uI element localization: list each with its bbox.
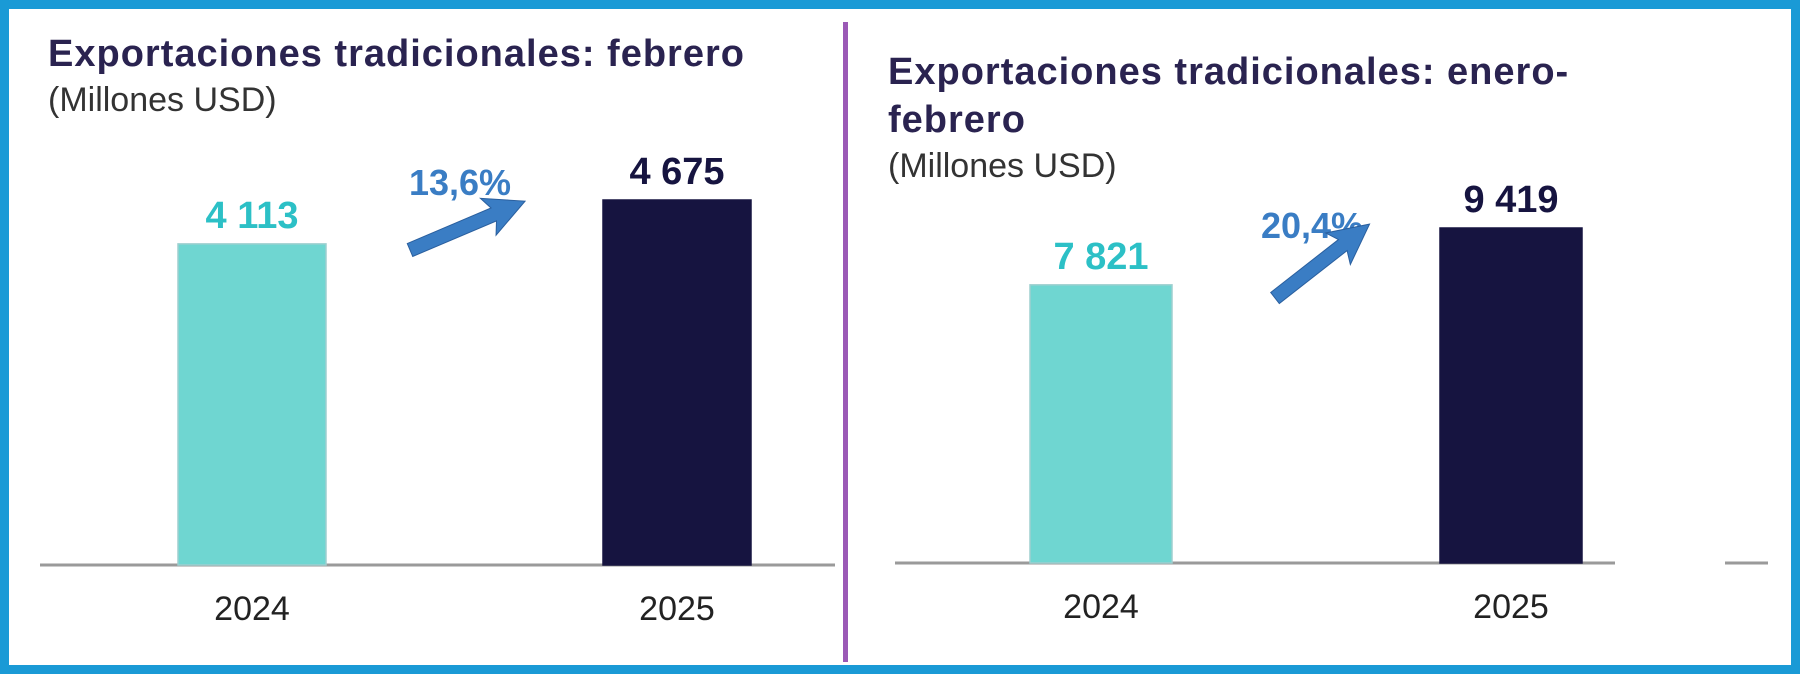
growth-label: 13,6% bbox=[409, 162, 511, 203]
data-label-2024: 7 821 bbox=[1053, 236, 1148, 278]
chart-unit-february: (Millones USD) bbox=[48, 81, 277, 119]
bar-2024 bbox=[1029, 284, 1173, 564]
chart-title-february: Exportaciones tradicionales: febrero bbox=[48, 33, 745, 75]
panel-divider bbox=[843, 22, 848, 662]
bar-2024 bbox=[177, 243, 327, 566]
x-tick-label-2024: 2024 bbox=[214, 590, 290, 628]
data-label-2024: 4 113 bbox=[206, 195, 299, 237]
x-tick-label-2024: 2024 bbox=[1063, 588, 1139, 626]
data-label-2025: 9 419 bbox=[1463, 179, 1558, 221]
chart-unit-january-february: (Millones USD) bbox=[888, 147, 1117, 185]
bar-2025 bbox=[1439, 227, 1583, 564]
chart-title-january-february: Exportaciones tradicionales: enero-febre… bbox=[888, 51, 1570, 141]
data-label-2025: 4 675 bbox=[629, 151, 724, 193]
bar-2025 bbox=[602, 199, 752, 566]
growth-arrow-icon bbox=[1269, 223, 1371, 305]
x-tick-label-2025: 2025 bbox=[639, 590, 715, 628]
x-tick-label-2025: 2025 bbox=[1473, 588, 1549, 626]
growth-arrow-icon bbox=[406, 197, 527, 258]
